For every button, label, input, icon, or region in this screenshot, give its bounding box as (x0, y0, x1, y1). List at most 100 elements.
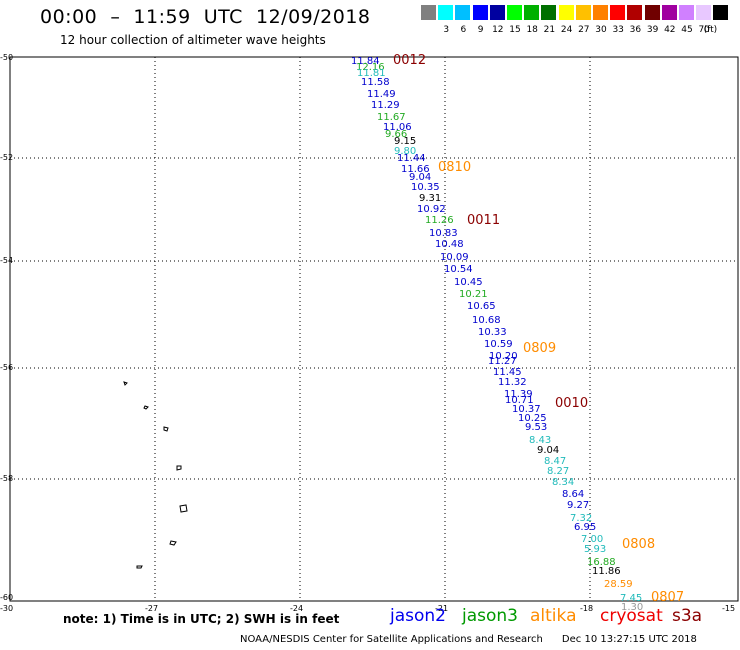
wave-height-label: 11.86 (592, 566, 621, 577)
wave-height-label: 11.27 (488, 356, 517, 367)
scale-swatch (489, 5, 505, 20)
wave-height-label: 10.71 (505, 395, 534, 406)
scale-swatch (713, 5, 729, 20)
pass-time-label: 0807 (651, 590, 685, 605)
wave-height-label: 10.09 (440, 252, 469, 263)
wave-height-label: 8.34 (552, 477, 575, 488)
island-outline (163, 426, 169, 432)
scale-swatch (696, 5, 712, 20)
legend-cryosat: cryosat (600, 606, 663, 626)
wave-height-label: 10.59 (484, 339, 513, 350)
wave-height-label: 9.66 (385, 129, 408, 140)
latitude-tick: -50 (0, 53, 14, 62)
footer-credit: NOAA/NESDIS Center for Satellite Applica… (240, 634, 697, 645)
scale-label: 18 (526, 25, 538, 35)
pass-time-label: 0810 (438, 160, 472, 175)
pass-time-label: 0809 (523, 341, 557, 356)
footnote: note: 1) Time is in UTC; 2) SWH is in fe… (63, 612, 340, 626)
page-subtitle: 12 hour collection of altimeter wave hei… (60, 33, 326, 47)
pass-time-label: 0010 (555, 396, 589, 411)
wave-height-label: 7.00 (581, 534, 604, 545)
wave-height-label: 11.58 (361, 77, 390, 88)
scale-swatch (507, 5, 522, 20)
scale-label: 6 (460, 25, 467, 35)
wave-height-label: 9.15 (394, 136, 417, 147)
scale-swatch (455, 5, 471, 20)
scale-swatch (421, 5, 436, 20)
wave-height-label: 5.93 (584, 544, 607, 555)
wave-height-label: 11.39 (504, 389, 533, 400)
wave-height-label: 10.54 (444, 264, 473, 275)
wave-height-label: 9.04 (537, 445, 560, 456)
wave-height-label: 11.84 (351, 56, 380, 67)
wave-height-label: 10.92 (417, 204, 446, 215)
scale-swatch (524, 5, 540, 20)
longitude-tick: -30 (0, 604, 14, 613)
wave-height-label: 6.95 (574, 522, 597, 533)
pass-time-label: 0808 (622, 537, 656, 552)
longitude-tick: -18 (580, 604, 594, 613)
wave-height-label: 10.35 (411, 182, 440, 193)
scale-label: 42 (664, 25, 676, 35)
scale-swatch (593, 5, 608, 20)
wave-height-label: 11.49 (367, 89, 396, 100)
legend-jason2: jason2 (390, 606, 446, 626)
island-outline (169, 540, 177, 546)
wave-height-label: 11.44 (397, 153, 426, 164)
legend-s3a: s3a (672, 606, 703, 626)
wave-height-label: 10.65 (467, 301, 496, 312)
wave-height-label: 11.06 (383, 122, 412, 133)
wave-height-label: 11.67 (377, 112, 406, 123)
wave-height-label: 8.43 (529, 435, 552, 446)
scale-label: 24 (560, 25, 573, 35)
wave-height-label: 9.53 (525, 422, 548, 433)
wave-height-label: 8.64 (562, 489, 585, 500)
latitude-tick: -52 (0, 153, 14, 162)
longitude-tick: -15 (722, 604, 736, 613)
page-title: 00:00 – 11:59 UTC 12/09/2018 (40, 6, 371, 28)
scale-swatch (472, 5, 488, 20)
scale-swatch (575, 5, 591, 20)
wave-height-label: 10.25 (518, 413, 547, 424)
wave-height-label: 1.30 (621, 602, 644, 613)
wave-height-label: 11.26 (425, 215, 454, 226)
wave-height-label: 10.45 (454, 277, 483, 288)
scale-swatch (438, 5, 454, 20)
latitude-tick: -60 (0, 593, 14, 602)
wave-height-label: 7.32 (570, 513, 593, 524)
scale-swatch (610, 5, 626, 20)
scale-label: 12 (492, 25, 504, 35)
wave-height-label: 10.33 (478, 327, 507, 338)
pass-time-label: 0011 (467, 213, 501, 228)
scale-label: 70 (698, 25, 710, 35)
scale-swatch (679, 5, 694, 20)
scale-label: 30 (595, 25, 607, 35)
wave-height-label: 8.47 (544, 456, 567, 467)
island-outline (136, 565, 143, 569)
legend-jason3: jason3 (462, 606, 518, 626)
island-outline (176, 465, 182, 471)
scale-swatch (661, 5, 677, 20)
scale-label: 15 (509, 25, 521, 35)
scale-swatch (558, 5, 574, 20)
map-frame (9, 56, 739, 602)
scale-label: 36 (629, 25, 642, 35)
wave-height-label: 11.66 (401, 164, 430, 175)
wave-height-label: 7.45 (620, 593, 643, 604)
scale-label: 45 (681, 25, 693, 35)
latitude-tick: -54 (0, 256, 14, 265)
wave-height-label: 12.16 (356, 62, 385, 73)
wave-height-label: 9.04 (409, 172, 432, 183)
scale-label: 27 (578, 25, 590, 35)
wave-height-label: 10.37 (512, 404, 541, 415)
scale-label: 21 (543, 25, 556, 35)
latitude-tick: -56 (0, 363, 14, 372)
scale-label: 39 (646, 25, 659, 35)
island-outline (179, 504, 188, 513)
wave-height-label: 11.45 (493, 367, 522, 378)
longitude-tick: -24 (290, 604, 304, 613)
wave-height-label: 10.83 (429, 228, 458, 239)
scale-swatch (627, 5, 643, 20)
wave-height-label: 10.21 (459, 289, 488, 300)
